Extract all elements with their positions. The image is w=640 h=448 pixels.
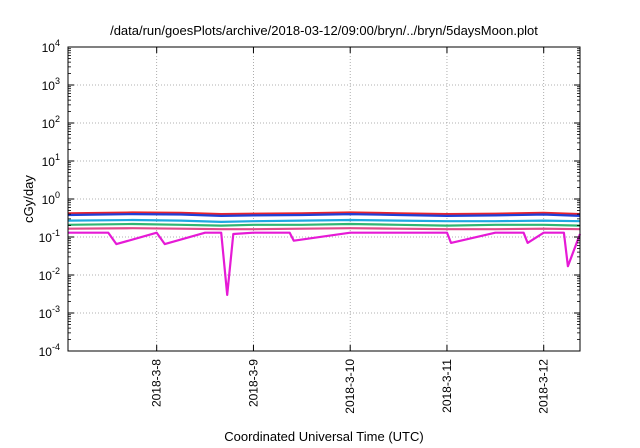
y-tick-label: 104: [42, 38, 60, 55]
series-group: [67, 211, 582, 296]
series-line-1: [67, 211, 581, 216]
series-line-2: [67, 213, 581, 217]
y-axis-label: cGy/day: [21, 175, 36, 223]
x-axis-label: Coordinated Universal Time (UTC): [224, 429, 423, 444]
y-tick-label: 10-1: [39, 228, 60, 245]
grid: [68, 47, 580, 351]
series-line-4: [67, 222, 581, 227]
y-axis-ticks: 10-4 10-3 10-2 10-1 100 101 102 103 104: [39, 38, 580, 359]
y-tick-label: 103: [42, 76, 60, 93]
x-tick-label: 2018-3-10: [343, 359, 357, 414]
x-tick-label: 2018-3-11: [440, 359, 454, 413]
y-tick-label: 102: [42, 114, 60, 131]
series-line-5: [67, 227, 581, 231]
series-line-6: [68, 231, 582, 296]
x-tick-label: 2018-3-9: [246, 359, 260, 407]
y-tick-label: 10-3: [39, 304, 60, 321]
x-tick-label: 2018-3-8: [150, 359, 164, 407]
chart-title: /data/run/goesPlots/archive/2018-03-12/0…: [110, 23, 538, 38]
x-tick-label: 2018-3-12: [537, 359, 551, 414]
series-line-3: [67, 218, 581, 223]
x-axis-ticks: 2018-3-8 2018-3-9 2018-3-10 2018-3-11 2018-3…: [150, 47, 551, 414]
y-tick-label: 101: [42, 152, 60, 169]
y-tick-label: 10-4: [39, 342, 60, 359]
y-tick-label: 10-2: [39, 266, 60, 283]
y-tick-label: 100: [42, 190, 60, 207]
